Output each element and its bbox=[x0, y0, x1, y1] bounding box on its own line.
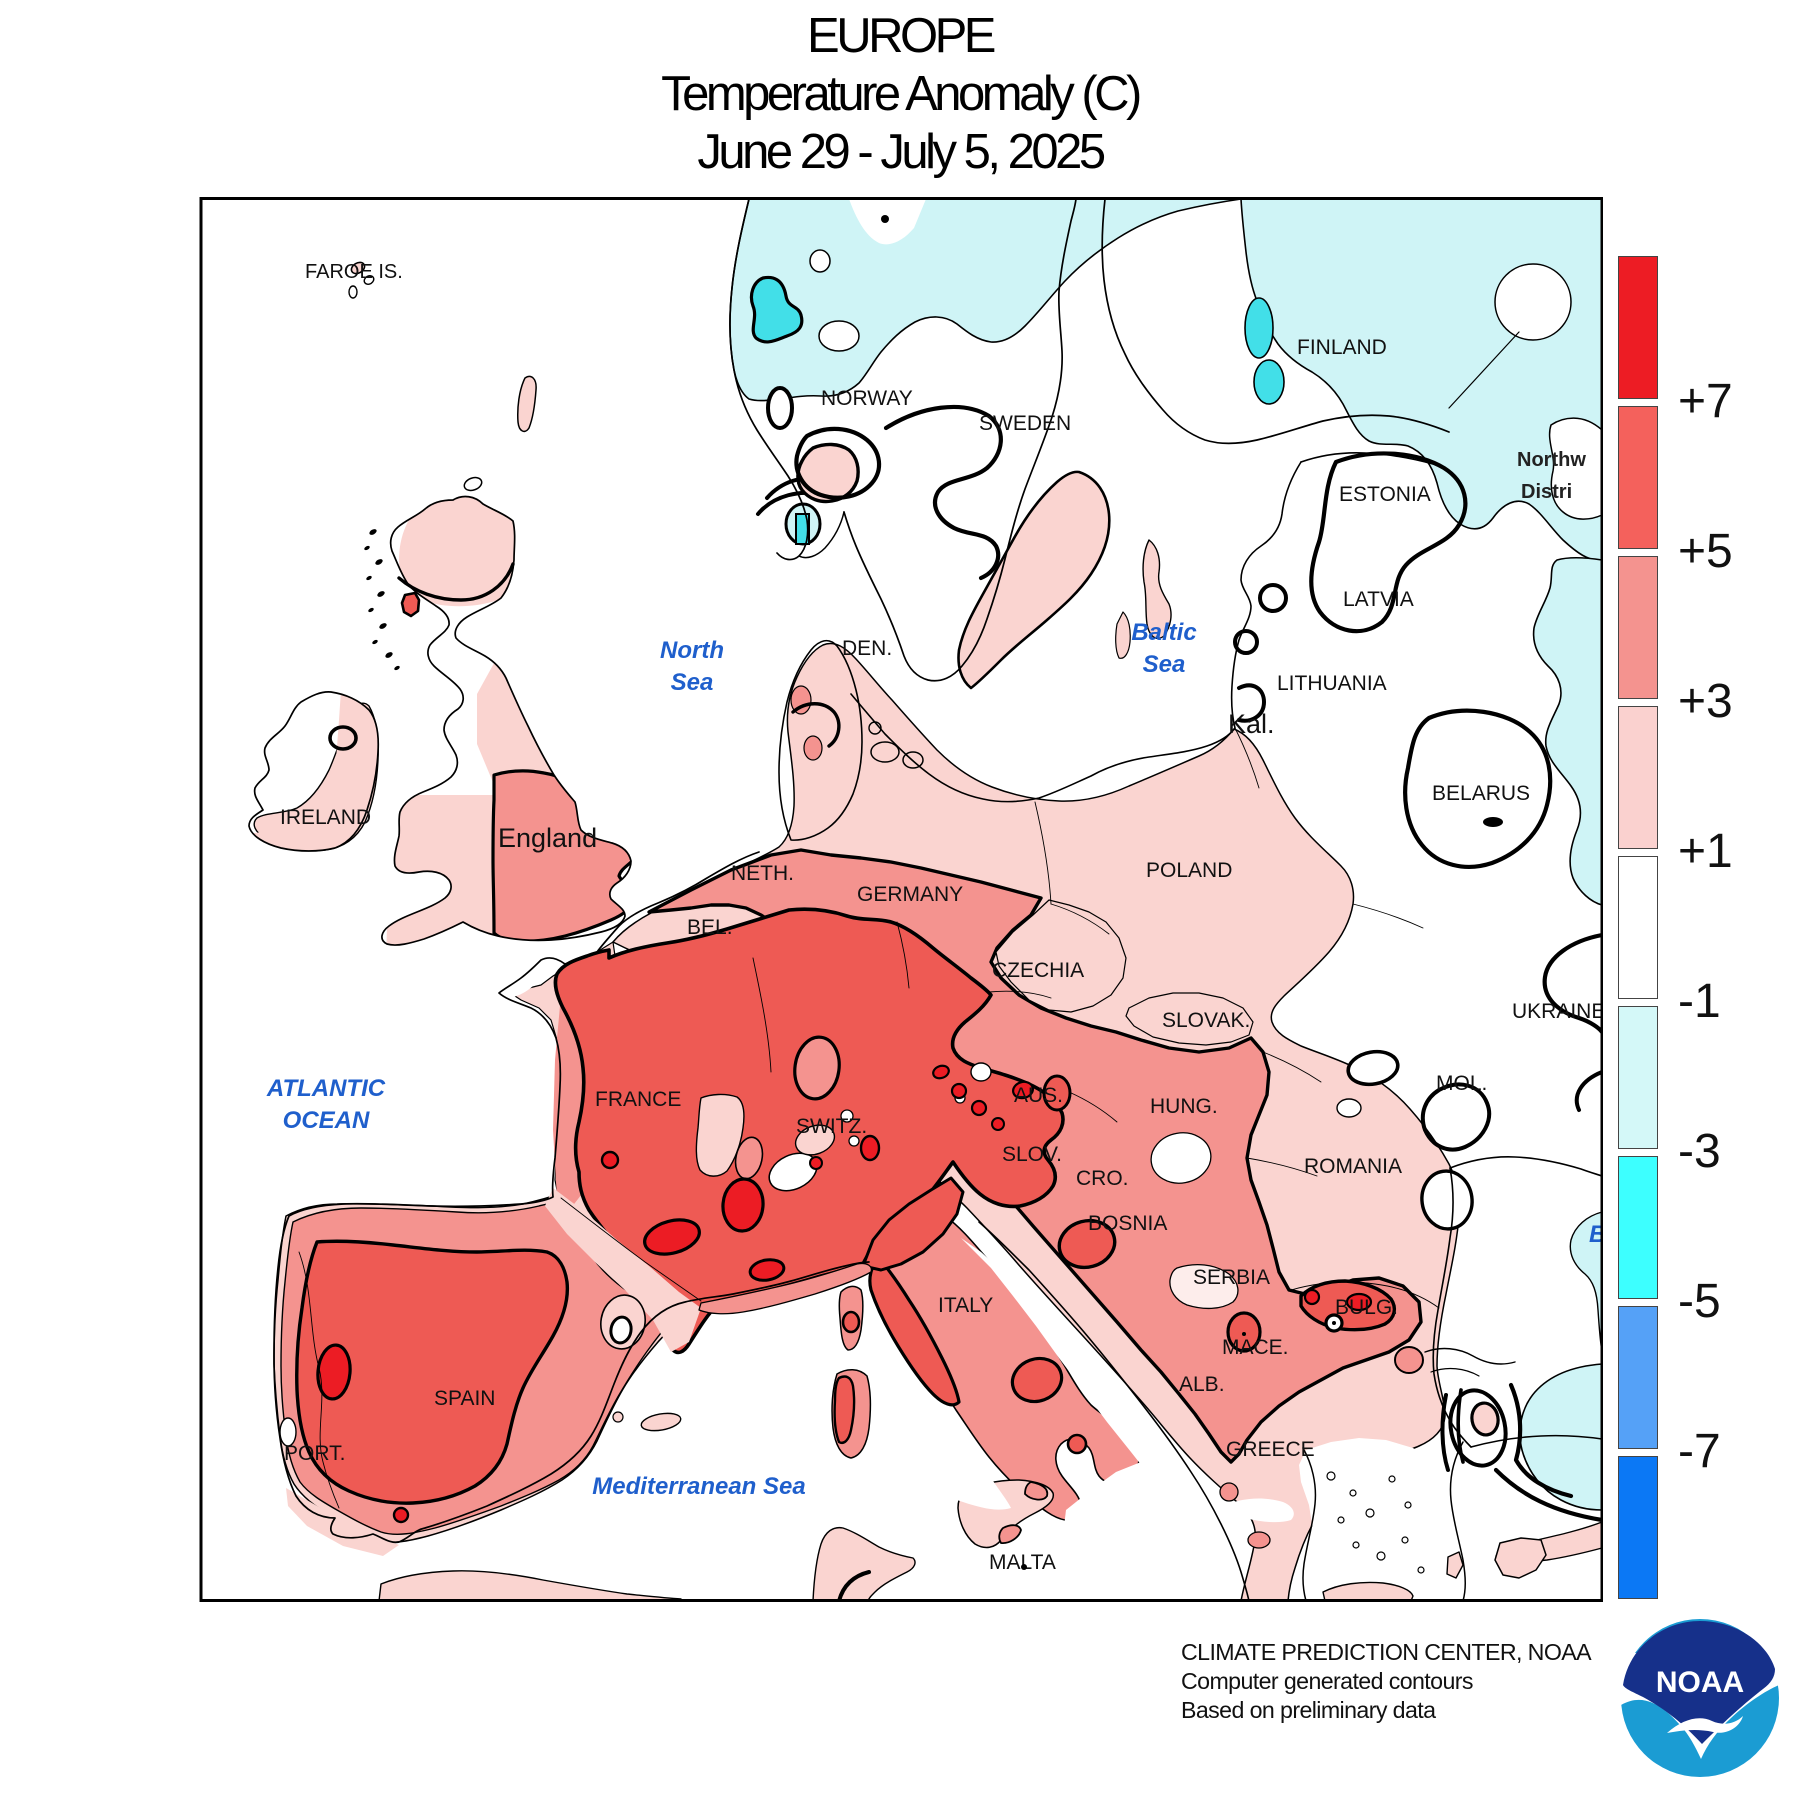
svg-text:AUS.: AUS. bbox=[1014, 1084, 1063, 1107]
svg-text:Sea: Sea bbox=[1143, 651, 1186, 678]
svg-text:SERBIA: SERBIA bbox=[1193, 1266, 1270, 1289]
svg-text:Sea: Sea bbox=[671, 669, 714, 696]
svg-text:North: North bbox=[660, 637, 724, 664]
svg-text:ROMANIA: ROMANIA bbox=[1304, 1155, 1402, 1178]
svg-text:BULG.: BULG. bbox=[1335, 1296, 1398, 1319]
svg-text:BOSNIA: BOSNIA bbox=[1088, 1212, 1167, 1235]
svg-text:GERMANY: GERMANY bbox=[857, 883, 963, 906]
svg-text:BEL.: BEL. bbox=[687, 916, 733, 939]
svg-text:FAROE IS.: FAROE IS. bbox=[305, 261, 403, 283]
svg-text:ALB.: ALB. bbox=[1179, 1373, 1225, 1396]
svg-text:DEN.: DEN. bbox=[842, 637, 892, 660]
svg-text:NORWAY: NORWAY bbox=[821, 387, 913, 410]
svg-text:SWEDEN: SWEDEN bbox=[979, 412, 1071, 435]
svg-text:LITHUANIA: LITHUANIA bbox=[1277, 672, 1387, 695]
svg-text:POLAND: POLAND bbox=[1146, 859, 1232, 882]
svg-text:SWITZ.: SWITZ. bbox=[796, 1115, 867, 1138]
svg-text:Baltic: Baltic bbox=[1131, 619, 1196, 646]
svg-text:BELARUS: BELARUS bbox=[1432, 782, 1530, 805]
svg-text:England: England bbox=[498, 823, 597, 853]
svg-text:MALTA: MALTA bbox=[989, 1551, 1056, 1574]
svg-text:NETH.: NETH. bbox=[731, 862, 794, 885]
svg-text:ESTONIA: ESTONIA bbox=[1339, 483, 1431, 506]
svg-text:PORT.: PORT. bbox=[284, 1442, 345, 1465]
svg-text:SLOVAK.: SLOVAK. bbox=[1162, 1009, 1250, 1032]
svg-text:HUNG.: HUNG. bbox=[1150, 1095, 1218, 1118]
svg-text:UKRAINE: UKRAINE bbox=[1512, 1000, 1603, 1023]
svg-text:Northw: Northw bbox=[1517, 449, 1586, 471]
svg-text:ATLANTIC: ATLANTIC bbox=[266, 1075, 386, 1102]
svg-text:ITALY: ITALY bbox=[938, 1294, 993, 1317]
svg-text:GREECE: GREECE bbox=[1226, 1438, 1315, 1461]
svg-text:SLOV.: SLOV. bbox=[1002, 1143, 1062, 1166]
svg-text:MACE.: MACE. bbox=[1222, 1336, 1289, 1359]
svg-text:SPAIN: SPAIN bbox=[434, 1387, 495, 1410]
svg-text:OCEAN: OCEAN bbox=[283, 1107, 370, 1134]
svg-text:Kal.: Kal. bbox=[1228, 709, 1275, 739]
svg-text:FRANCE: FRANCE bbox=[595, 1088, 681, 1111]
svg-text:Mediterranean Sea: Mediterranean Sea bbox=[592, 1473, 805, 1500]
svg-text:FINLAND: FINLAND bbox=[1297, 336, 1387, 359]
svg-text:CRO.: CRO. bbox=[1076, 1167, 1129, 1190]
svg-text:LATVIA: LATVIA bbox=[1343, 588, 1414, 611]
svg-text:IRELAND: IRELAND bbox=[280, 806, 371, 829]
svg-text:MOL.: MOL. bbox=[1436, 1072, 1487, 1095]
svg-text:Distri: Distri bbox=[1521, 481, 1572, 503]
svg-text:NOAA: NOAA bbox=[1656, 1666, 1744, 1699]
svg-text:CZECHIA: CZECHIA bbox=[992, 959, 1084, 982]
